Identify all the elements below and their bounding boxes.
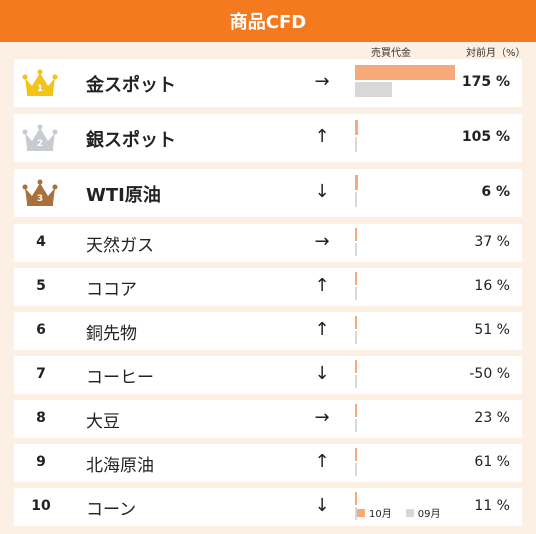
volume-bars <box>355 272 460 302</box>
legend-sep-swatch <box>405 508 414 517</box>
sep-volume-bar <box>355 192 358 207</box>
oct-volume-bar <box>355 272 357 285</box>
ranking-row: 6 銅先物 ↑ 51 % <box>14 312 522 350</box>
volume-bars <box>355 360 460 390</box>
ranking-row: 10 コーン ↓ 11 % <box>14 488 522 526</box>
sep-volume-bar <box>355 375 357 388</box>
oct-volume-bar <box>355 492 357 505</box>
oct-volume-bar <box>355 316 357 329</box>
oct-volume-bar <box>355 65 455 80</box>
ranking-row: 7 コーヒー ↓ -50 % <box>14 356 522 394</box>
sep-volume-bar <box>355 287 357 300</box>
arrow-up-icon: ↑ <box>314 451 330 472</box>
page-title: 商品CFD <box>229 12 307 33</box>
change-percent: 37 % <box>474 234 510 250</box>
volume-bars <box>355 228 460 258</box>
sep-volume-bar <box>355 243 357 256</box>
chart-legend: 10月 09月 <box>357 505 440 520</box>
ranking-row: 4 天然ガス → 37 % <box>14 224 522 262</box>
rank-number: 9 <box>36 454 46 470</box>
bronze-crown-icon: 3 <box>22 179 58 206</box>
oct-volume-bar <box>355 175 359 190</box>
volume-bars <box>355 175 460 211</box>
volume-bars <box>355 492 460 522</box>
commodity-name: 銅先物 <box>86 324 137 344</box>
rank-number: 2 <box>37 139 43 149</box>
ranking-row: 9 北海原油 ↑ 61 % <box>14 444 522 482</box>
oct-volume-bar <box>355 360 357 373</box>
volume-bars <box>355 65 460 101</box>
commodity-name: コーヒー <box>86 368 154 388</box>
rank-number: 4 <box>36 234 46 250</box>
change-percent: 16 % <box>474 278 510 294</box>
page-header: 商品CFD <box>0 0 536 42</box>
commodity-name: 大豆 <box>86 412 120 432</box>
arrow-up-icon: ↑ <box>314 275 330 296</box>
change-percent: 61 % <box>474 454 510 470</box>
volume-bars <box>355 316 460 346</box>
arrow-right-icon: → <box>314 407 330 428</box>
silver-crown-icon: 2 <box>22 124 58 151</box>
commodity-name: 天然ガス <box>86 236 154 256</box>
arrow-down-icon: ↓ <box>314 181 330 202</box>
change-percent: -50 % <box>469 366 510 382</box>
volume-bars <box>355 404 460 434</box>
oct-volume-bar <box>355 404 357 417</box>
change-percent: 105 % <box>461 129 510 145</box>
rank-number: 3 <box>37 194 43 204</box>
arrow-up-icon: ↑ <box>314 319 330 340</box>
change-percent: 23 % <box>474 410 510 426</box>
change-percent: 51 % <box>474 322 510 338</box>
sep-volume-bar <box>355 419 357 432</box>
sep-volume-bar <box>355 331 357 344</box>
change-column-header: 対前月（%） <box>466 48 526 59</box>
rank-number: 8 <box>36 410 46 426</box>
ranking-row: 5 ココア ↑ 16 % <box>14 268 522 306</box>
arrow-right-icon: → <box>314 71 330 92</box>
ranking-row: 1 金スポット → 175 % <box>14 59 522 107</box>
arrow-down-icon: ↓ <box>314 495 330 516</box>
commodity-name: 北海原油 <box>86 456 154 476</box>
ranking-row: 8 大豆 → 23 % <box>14 400 522 438</box>
commodity-name: ココア <box>86 280 137 300</box>
commodity-name: WTI原油 <box>86 185 161 206</box>
legend-oct-label: 10月 <box>369 509 392 520</box>
oct-volume-bar <box>355 448 357 461</box>
volume-bars <box>355 120 460 156</box>
arrow-right-icon: → <box>314 231 330 252</box>
rank-number: 10 <box>31 498 51 514</box>
commodity-name: コーン <box>86 500 137 520</box>
rank-number: 1 <box>37 84 43 94</box>
arrow-up-icon: ↑ <box>314 126 330 147</box>
arrow-down-icon: ↓ <box>314 363 330 384</box>
legend-sep-label: 09月 <box>417 509 441 520</box>
gold-crown-icon: 1 <box>22 69 58 96</box>
commodity-name: 銀スポット <box>86 130 176 151</box>
change-percent: 6 % <box>481 184 510 200</box>
oct-volume-bar <box>355 228 357 241</box>
volume-bars <box>355 448 460 478</box>
ranking-row: 3 WTI原油 ↓ 6 % <box>14 169 522 217</box>
change-percent: 175 % <box>461 74 510 90</box>
sep-volume-bar <box>355 137 358 152</box>
rank-number: 7 <box>36 366 46 382</box>
sep-volume-bar <box>355 507 357 520</box>
sep-volume-bar <box>355 82 392 97</box>
commodity-name: 金スポット <box>86 75 176 96</box>
rank-number: 5 <box>36 278 46 294</box>
sep-volume-bar <box>355 463 357 476</box>
volume-column-header: 売買代金 <box>371 48 411 59</box>
oct-volume-bar <box>355 120 359 135</box>
change-percent: 11 % <box>474 498 510 514</box>
rank-number: 6 <box>36 322 46 338</box>
ranking-row: 2 銀スポット ↑ 105 % <box>14 114 522 162</box>
legend-oct-swatch <box>357 508 365 517</box>
